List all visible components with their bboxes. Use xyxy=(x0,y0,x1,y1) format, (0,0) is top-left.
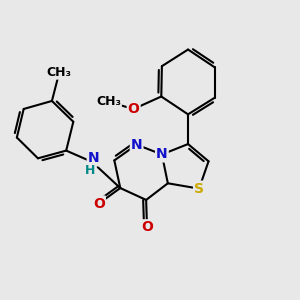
Text: N: N xyxy=(131,138,142,152)
Text: N: N xyxy=(156,148,168,161)
Text: H: H xyxy=(85,164,96,177)
Text: S: S xyxy=(194,182,204,196)
Text: CH₃: CH₃ xyxy=(47,66,72,79)
Text: O: O xyxy=(93,196,105,211)
Text: O: O xyxy=(141,220,153,234)
Text: CH₃: CH₃ xyxy=(96,95,121,108)
Text: O: O xyxy=(128,102,140,116)
Text: N: N xyxy=(88,151,99,165)
